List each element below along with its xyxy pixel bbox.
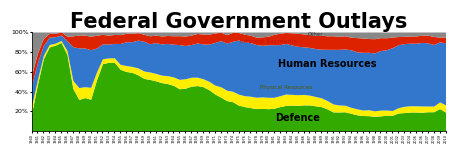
Text: Physical Resources: Physical Resources bbox=[260, 85, 312, 90]
Text: Other: Other bbox=[308, 32, 323, 37]
Text: Interest Payments: Interest Payments bbox=[239, 39, 297, 44]
Title: Federal Government Outlays: Federal Government Outlays bbox=[70, 12, 407, 32]
Text: Human Resources: Human Resources bbox=[278, 59, 377, 69]
Text: Defence: Defence bbox=[275, 113, 320, 123]
